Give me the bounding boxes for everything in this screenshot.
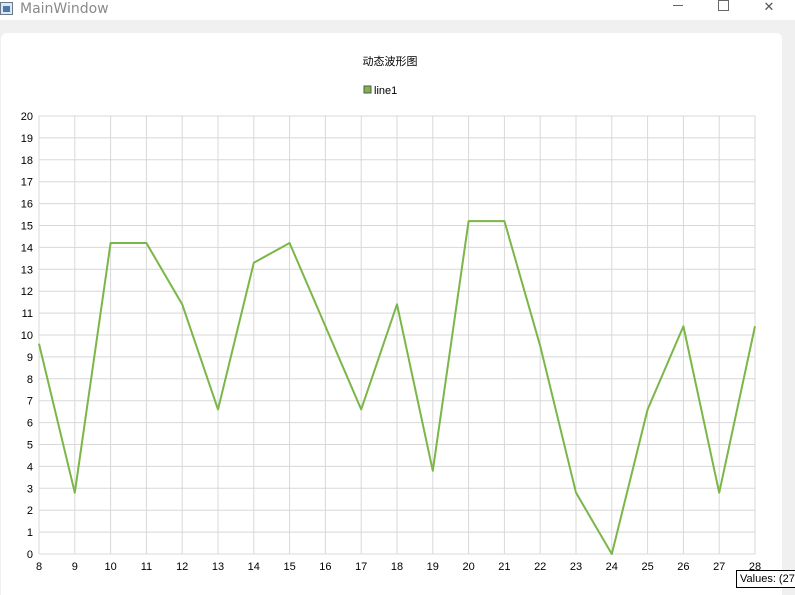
y-tick-label: 5 [27, 440, 33, 452]
y-tick-label: 15 [21, 221, 33, 233]
maximize-button[interactable] [700, 0, 746, 20]
x-tick-label: 27 [713, 561, 725, 573]
chart-grid [38, 115, 756, 555]
y-tick-label: 16 [21, 199, 33, 211]
x-tick-label: 20 [462, 561, 474, 573]
chart-panel [1, 33, 782, 595]
x-tick-label: 14 [248, 561, 260, 573]
minimize-button[interactable] [655, 0, 701, 20]
x-tick-label: 16 [319, 561, 331, 573]
x-tick-label: 9 [72, 561, 78, 573]
chart-legend[interactable]: line1 [363, 85, 397, 97]
chart-title: 动态波形图 [363, 55, 418, 68]
y-tick-label: 12 [21, 286, 33, 298]
x-tick-label: 22 [534, 561, 546, 573]
y-tick-label: 18 [21, 155, 33, 167]
window-title: MainWindow [20, 1, 109, 17]
x-tick-label: 10 [104, 561, 116, 573]
y-tick-label: 3 [27, 483, 33, 495]
y-tick-label: 1 [27, 527, 33, 539]
legend-swatch-line1 [363, 85, 372, 94]
close-button[interactable]: ✕ [746, 0, 792, 20]
x-tick-label: 26 [677, 561, 689, 573]
y-tick-label: 19 [21, 133, 33, 145]
y-tick-label: 6 [27, 418, 33, 430]
chart-series [38, 220, 756, 555]
y-tick-label: 7 [27, 396, 33, 408]
x-tick-label: 13 [212, 561, 224, 573]
y-tick-label: 13 [21, 264, 33, 276]
y-tick-label: 14 [21, 242, 33, 254]
x-tick-label: 15 [283, 561, 295, 573]
window-titlebar: MainWindow ✕ [0, 0, 795, 20]
x-tick-label: 18 [391, 561, 403, 573]
y-tick-label: 4 [27, 461, 33, 473]
x-tick-label: 24 [606, 561, 618, 573]
series-line-line1[interactable] [38, 220, 756, 555]
y-tick-label: 11 [22, 308, 33, 320]
x-tick-label: 11 [141, 561, 152, 573]
y-tick-label: 20 [21, 111, 33, 123]
legend-label-line1: line1 [374, 85, 397, 97]
x-tick-label: 8 [36, 561, 42, 573]
x-tick-label: 23 [570, 561, 582, 573]
y-tick-label: 0 [27, 549, 33, 561]
x-tick-label: 19 [427, 561, 439, 573]
values-tooltip: Values: (27 [736, 570, 795, 588]
y-tick-label: 17 [21, 177, 33, 189]
minimize-icon [673, 5, 683, 6]
axis-ticks: 8 9 10 11 12 13 14 15 16 17 18 19 20 21 22 23 24 25 26 27 28… [21, 111, 761, 573]
x-tick-label: 25 [641, 561, 653, 573]
app-window-icon [0, 2, 13, 15]
y-tick-label: 10 [21, 330, 33, 342]
x-tick-label: 17 [355, 561, 367, 573]
x-tick-label: 21 [498, 561, 510, 573]
maximize-icon [717, 0, 729, 11]
close-icon: ✕ [763, 0, 775, 15]
y-tick-label: 2 [27, 505, 33, 517]
y-tick-label: 9 [27, 352, 33, 364]
x-tick-label: 12 [176, 561, 188, 573]
y-tick-label: 8 [27, 374, 33, 386]
